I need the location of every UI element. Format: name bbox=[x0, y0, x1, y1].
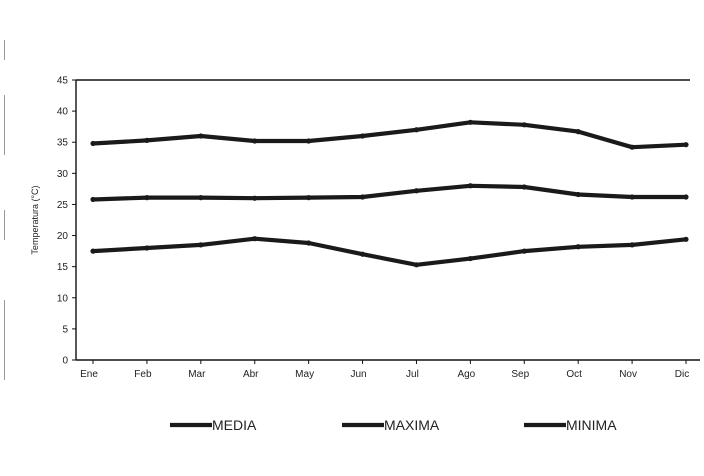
data-point-minima bbox=[575, 244, 581, 250]
x-tick-label: Abr bbox=[243, 369, 259, 380]
x-tick-label: Dic bbox=[675, 369, 689, 380]
data-point-minima bbox=[252, 236, 258, 242]
x-tick-label: Feb bbox=[134, 369, 152, 380]
y-tick-label: 45 bbox=[57, 76, 69, 87]
data-point-maxima bbox=[90, 140, 96, 147]
scan-artifact bbox=[4, 210, 5, 240]
data-point-maxima bbox=[359, 133, 366, 139]
data-point-maxima bbox=[306, 138, 312, 144]
series-line-media bbox=[90, 183, 689, 202]
y-tick-label: 35 bbox=[57, 138, 69, 149]
y-tick-label: 25 bbox=[57, 200, 69, 211]
data-point-minima bbox=[629, 242, 635, 248]
data-point-media bbox=[144, 195, 150, 201]
legend-label: MEDIA bbox=[212, 417, 257, 433]
scan-artifact bbox=[4, 95, 5, 155]
x-axis: Ene Feb Mar Abr May Jun Jul Ago Sep Oct Nov Dic bbox=[80, 360, 689, 380]
series-line-minima bbox=[90, 236, 689, 267]
data-point-minima bbox=[144, 245, 150, 251]
x-tick-label: Jul bbox=[406, 369, 419, 380]
data-point-maxima bbox=[629, 144, 635, 150]
data-point-minima bbox=[306, 240, 312, 246]
y-tick-label: 10 bbox=[57, 293, 69, 304]
y-axis: 0 5 10 15 20 25 30 35 40 45 bbox=[57, 76, 76, 367]
data-point-minima bbox=[359, 251, 366, 257]
x-tick-label: Nov bbox=[619, 369, 637, 380]
data-point-maxima bbox=[575, 129, 581, 135]
data-point-maxima bbox=[521, 122, 527, 128]
y-tick-label: 0 bbox=[62, 356, 68, 367]
legend-item-minima: MINIMA bbox=[524, 417, 617, 433]
x-tick-label: Ene bbox=[80, 369, 98, 380]
data-point-maxima bbox=[467, 119, 473, 125]
y-tick-label: 20 bbox=[57, 231, 69, 242]
data-point-minima bbox=[198, 242, 204, 248]
legend: MEDIA MAXIMA MINIMA bbox=[170, 417, 617, 433]
y-tick-label: 5 bbox=[62, 324, 68, 335]
series-line-maxima bbox=[90, 120, 689, 150]
y-tick-label: 30 bbox=[57, 169, 69, 180]
data-point-minima bbox=[683, 236, 689, 242]
legend-item-maxima: MAXIMA bbox=[342, 417, 440, 433]
data-point-maxima bbox=[683, 142, 689, 148]
y-tick-label: 15 bbox=[57, 262, 69, 273]
data-point-media bbox=[198, 195, 204, 201]
x-tick-label: Jun bbox=[350, 369, 366, 380]
legend-item-media: MEDIA bbox=[170, 417, 257, 433]
data-point-media bbox=[575, 191, 581, 198]
data-point-media bbox=[306, 195, 312, 201]
legend-label: MAXIMA bbox=[384, 417, 440, 433]
data-point-minima bbox=[90, 248, 96, 254]
y-axis-title: Temperatura (°C) bbox=[30, 185, 40, 254]
plot-area bbox=[75, 79, 700, 361]
series-layer bbox=[90, 119, 689, 268]
x-tick-label: May bbox=[295, 369, 314, 380]
data-point-media bbox=[359, 194, 366, 200]
x-tick-label: Sep bbox=[511, 369, 529, 380]
y-tick-label: 40 bbox=[57, 107, 69, 118]
data-point-media bbox=[90, 196, 96, 203]
data-point-maxima bbox=[252, 138, 258, 144]
data-point-media bbox=[413, 188, 420, 194]
scan-artifact bbox=[4, 300, 5, 380]
data-point-media bbox=[629, 194, 635, 200]
x-tick-label: Oct bbox=[566, 369, 582, 380]
data-point-maxima bbox=[144, 137, 150, 143]
data-point-maxima bbox=[198, 133, 204, 139]
data-point-media bbox=[683, 194, 689, 200]
scan-artifact bbox=[4, 40, 5, 60]
data-point-maxima bbox=[413, 127, 420, 133]
data-point-media bbox=[467, 183, 473, 189]
data-point-minima bbox=[467, 255, 473, 262]
legend-label: MINIMA bbox=[566, 417, 617, 433]
data-point-media bbox=[521, 184, 527, 190]
x-tick-label: Mar bbox=[188, 369, 206, 380]
data-point-minima bbox=[521, 248, 527, 254]
data-point-minima bbox=[413, 262, 420, 268]
data-point-media bbox=[252, 195, 258, 201]
x-tick-label: Ago bbox=[457, 369, 475, 380]
